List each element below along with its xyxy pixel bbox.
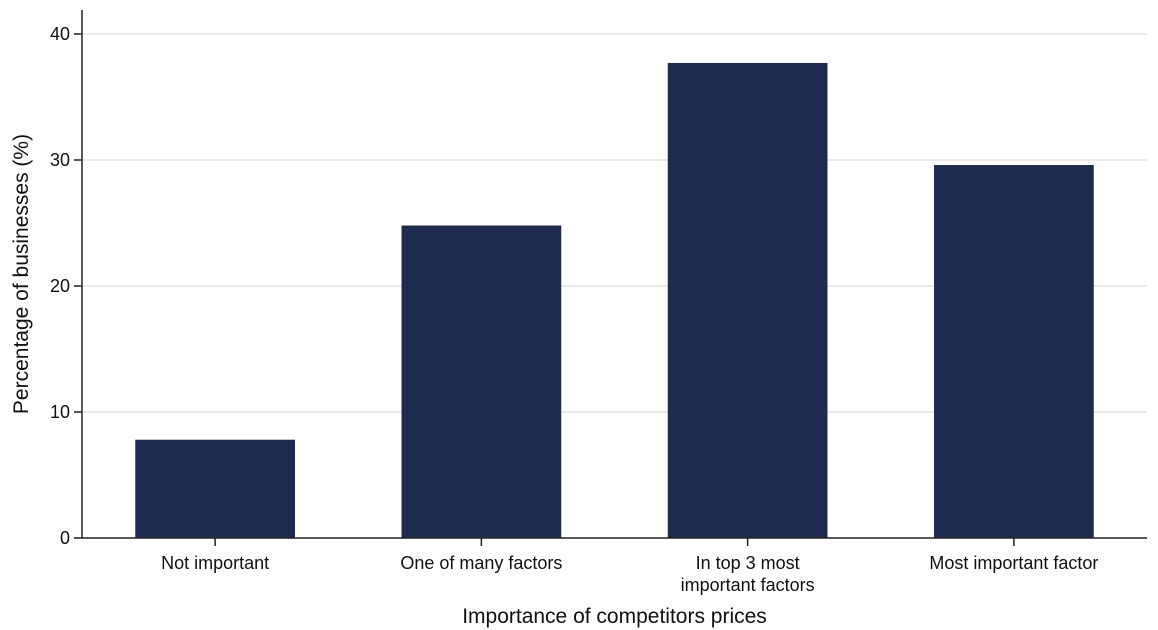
y-tick-label: 20 — [50, 276, 70, 296]
y-tick-label: 0 — [60, 528, 70, 548]
x-tick-label: One of many factors — [400, 553, 562, 573]
bars — [135, 62, 1094, 539]
x-axis-title: Importance of competitors prices — [462, 605, 767, 628]
y-tick-label: 30 — [50, 150, 70, 170]
y-tick-label: 40 — [50, 24, 70, 44]
axes — [81, 10, 1147, 539]
bar — [135, 439, 295, 538]
x-tick-label: important factors — [681, 575, 815, 595]
y-tick-label: 10 — [50, 402, 70, 422]
bar — [667, 62, 828, 538]
y-axis-ticks: 0 10 20 30 40 — [50, 24, 82, 548]
y-axis-title: Percentage of businesses (%) — [10, 134, 33, 414]
x-axis-categories: Not important One of many factors In top 3… — [161, 538, 1098, 595]
x-tick-label: In top 3 most — [696, 553, 800, 573]
x-tick-label: Most important factor — [929, 553, 1098, 573]
bar — [934, 165, 1094, 539]
bar — [401, 225, 562, 538]
x-tick-label: Not important — [161, 553, 269, 573]
